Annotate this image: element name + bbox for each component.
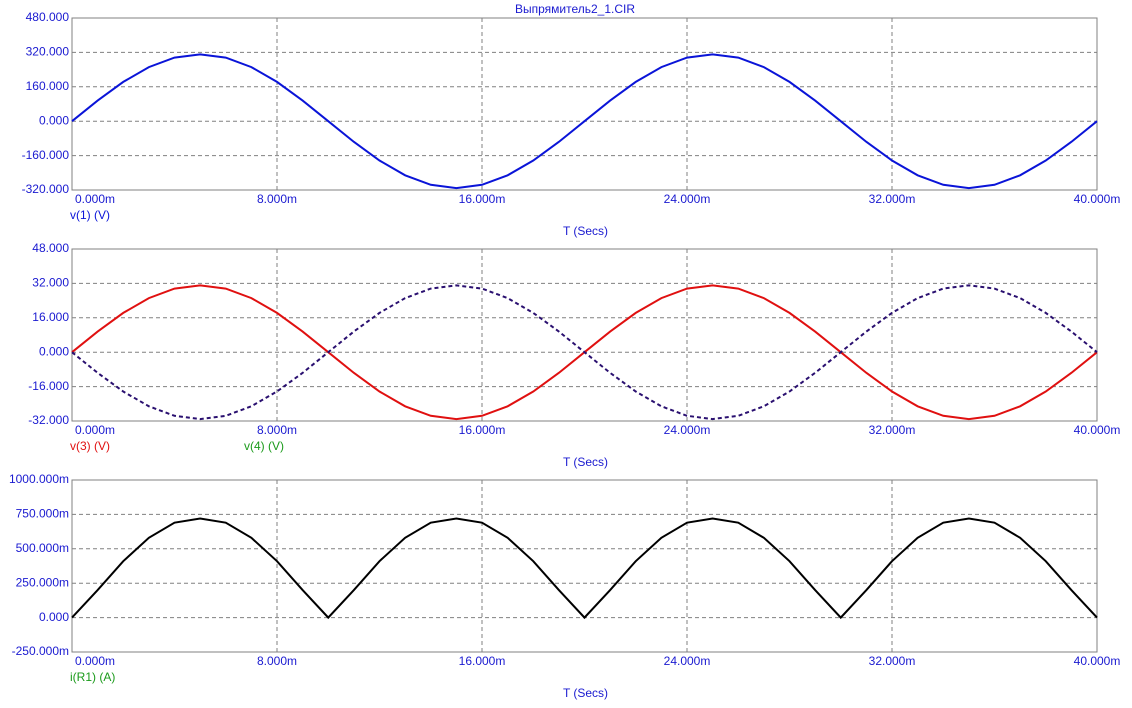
y-tick-label: -320.000 [22, 182, 70, 196]
x-tick-label: 40.000m [1074, 654, 1121, 668]
y-tick-label: 16.000 [32, 310, 69, 324]
x-tick-label: 16.000m [459, 192, 506, 206]
y-tick-label: 750.000m [16, 507, 69, 521]
legend-label: v(4) (V) [244, 439, 284, 453]
y-tick-label: 0.000 [39, 113, 69, 127]
x-tick-label: 40.000m [1074, 423, 1121, 437]
x-tick-label: 32.000m [869, 654, 916, 668]
x-tick-label: 16.000m [459, 654, 506, 668]
x-tick-label: 0.000m [75, 654, 115, 668]
y-tick-label: 48.000 [32, 241, 69, 255]
plot-frame [71, 479, 1098, 653]
x-axis-label: T (Secs) [563, 455, 608, 469]
plot-frame [71, 248, 1098, 422]
y-tick-label: 1000.000m [9, 472, 69, 486]
x-axis-label: T (Secs) [563, 686, 608, 700]
x-tick-label: 32.000m [869, 192, 916, 206]
series-line [71, 517, 1098, 620]
legend-label: v(1) (V) [70, 208, 110, 222]
chart-title: Выпрямитель2_1.CIR [515, 2, 635, 16]
y-tick-label: 480.000 [26, 10, 70, 24]
x-tick-label: 16.000m [459, 423, 506, 437]
x-tick-label: 24.000m [664, 192, 711, 206]
y-tick-label: 0.000 [39, 344, 69, 358]
x-tick-label: 40.000m [1074, 192, 1121, 206]
x-axis-label: T (Secs) [563, 224, 608, 238]
x-tick-label: 0.000m [75, 192, 115, 206]
x-tick-label: 8.000m [257, 654, 297, 668]
y-tick-label: -250.000m [12, 644, 69, 658]
x-tick-label: 24.000m [664, 654, 711, 668]
y-tick-label: 160.000 [26, 79, 70, 93]
y-tick-label: -16.000 [28, 379, 69, 393]
x-tick-label: 8.000m [257, 423, 297, 437]
x-tick-label: 24.000m [664, 423, 711, 437]
legend-label: v(3) (V) [70, 439, 110, 453]
y-tick-label: 32.000 [32, 276, 69, 290]
y-tick-label: 500.000m [16, 541, 69, 555]
y-tick-label: -160.000 [22, 148, 70, 162]
x-tick-label: 32.000m [869, 423, 916, 437]
y-tick-label: 250.000m [16, 575, 69, 589]
y-tick-label: 320.000 [26, 45, 70, 59]
series-line [71, 53, 1098, 190]
y-tick-label: -32.000 [28, 413, 69, 427]
legend-label: i(R1) (A) [70, 670, 115, 684]
series-line [71, 284, 1098, 421]
x-tick-label: 8.000m [257, 192, 297, 206]
y-tick-label: 0.000 [39, 610, 69, 624]
x-tick-label: 0.000m [75, 423, 115, 437]
plot-frame [71, 17, 1098, 191]
